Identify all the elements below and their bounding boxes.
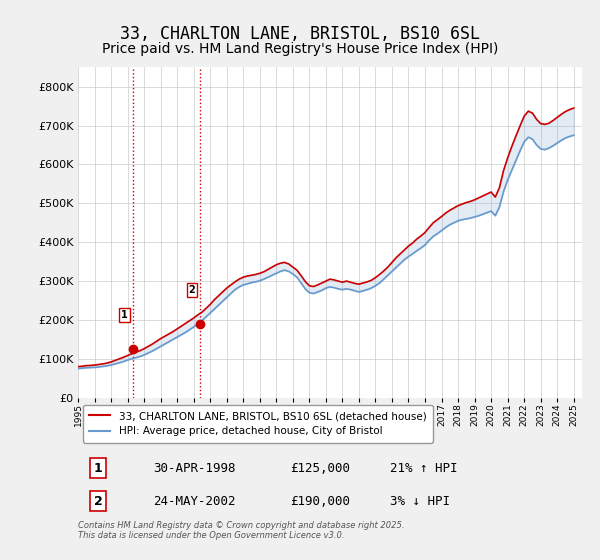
Text: 3% ↓ HPI: 3% ↓ HPI [391, 494, 451, 508]
Text: 2: 2 [188, 284, 195, 295]
Text: 30-APR-1998: 30-APR-1998 [154, 461, 236, 475]
Text: 1: 1 [94, 461, 103, 475]
Text: £125,000: £125,000 [290, 461, 350, 475]
Text: Price paid vs. HM Land Registry's House Price Index (HPI): Price paid vs. HM Land Registry's House … [102, 42, 498, 56]
Text: 1: 1 [121, 310, 128, 320]
Legend: 33, CHARLTON LANE, BRISTOL, BS10 6SL (detached house), HPI: Average price, detac: 33, CHARLTON LANE, BRISTOL, BS10 6SL (de… [83, 405, 433, 442]
Text: 24-MAY-2002: 24-MAY-2002 [154, 494, 236, 508]
Text: Contains HM Land Registry data © Crown copyright and database right 2025.
This d: Contains HM Land Registry data © Crown c… [78, 521, 404, 540]
Text: 21% ↑ HPI: 21% ↑ HPI [391, 461, 458, 475]
Text: 2: 2 [94, 494, 103, 508]
Text: 33, CHARLTON LANE, BRISTOL, BS10 6SL: 33, CHARLTON LANE, BRISTOL, BS10 6SL [120, 25, 480, 43]
Text: £190,000: £190,000 [290, 494, 350, 508]
